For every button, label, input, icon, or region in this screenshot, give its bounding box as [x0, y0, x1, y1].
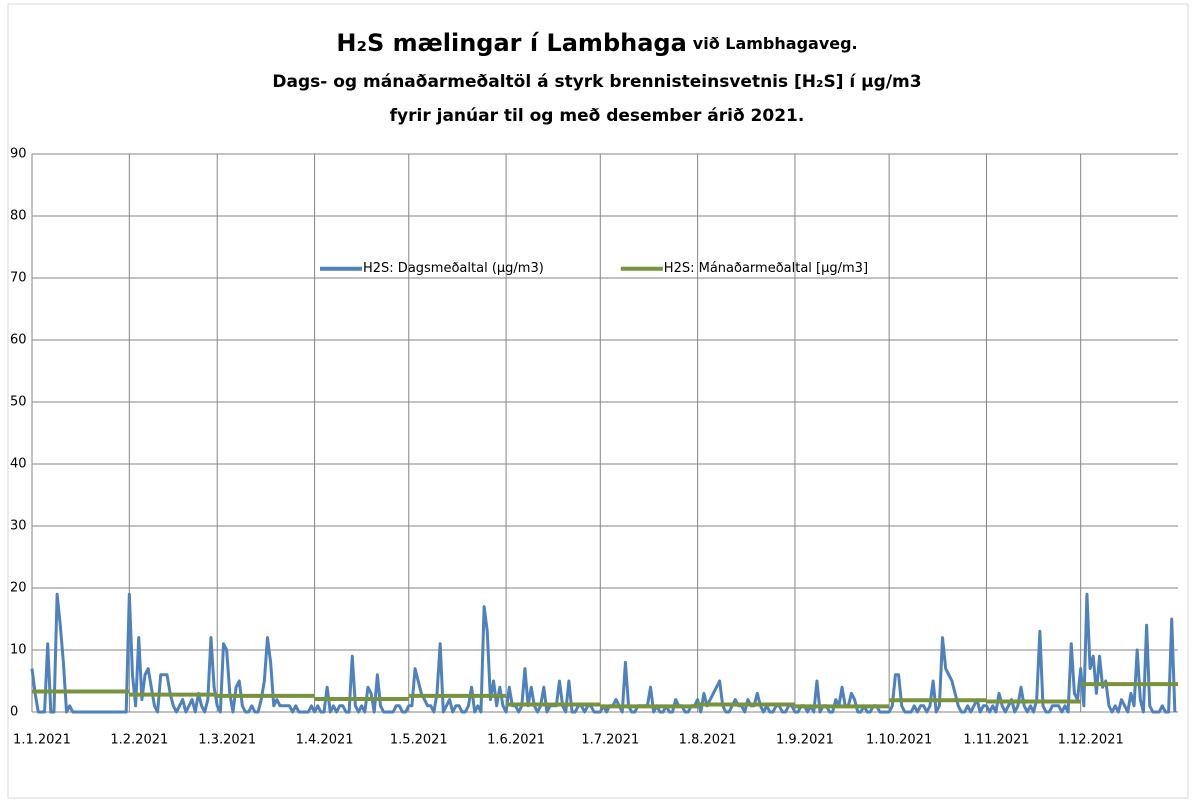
title-main: H₂S mælingar í Lambhaga — [336, 29, 686, 57]
y-tick-label: 90 — [10, 147, 27, 162]
y-tick-label: 10 — [10, 643, 27, 658]
y-tick-label: 30 — [10, 519, 27, 534]
title-small: við Lambhagaveg. — [693, 34, 858, 53]
x-tick-label: 1.2.2021 — [110, 733, 168, 748]
x-tick-label: 1.1.2021 — [13, 733, 71, 748]
x-tick-label: 1.7.2021 — [581, 733, 639, 748]
subtitle: Dags- og mánaðarmeðaltöl á styrk brennis… — [272, 72, 921, 92]
y-tick-label: 0 — [10, 705, 18, 720]
y-tick-label: 60 — [10, 333, 27, 348]
chart-frame — [7, 3, 1189, 799]
legend-label: H2S: Dagsmeðaltal (µg/m3) — [363, 261, 544, 276]
x-tick-label: 1.8.2021 — [679, 733, 737, 748]
x-tick-label: 1.10.2021 — [866, 733, 932, 748]
y-tick-label: 40 — [10, 457, 27, 472]
x-tick-label: 1.12.2021 — [1058, 733, 1124, 748]
chart-title: H₂S mælingar í Lambhaga við Lambhagaveg. — [336, 29, 857, 57]
x-tick-label: 1.3.2021 — [198, 733, 256, 748]
subtitle: fyrir janúar til og með desember árið 20… — [390, 106, 805, 126]
x-tick-label: 1.11.2021 — [963, 733, 1029, 748]
y-tick-label: 20 — [10, 581, 27, 596]
x-tick-label: 1.5.2021 — [390, 733, 448, 748]
y-tick-label: 80 — [10, 209, 27, 224]
y-tick-label: 70 — [10, 271, 27, 286]
y-tick-label: 50 — [10, 395, 27, 410]
legend-label: H2S: Mánaðarmeðaltal [µg/m3] — [664, 261, 868, 276]
x-tick-label: 1.4.2021 — [296, 733, 354, 748]
x-tick-label: 1.9.2021 — [776, 733, 834, 748]
x-tick-label: 1.6.2021 — [487, 733, 545, 748]
